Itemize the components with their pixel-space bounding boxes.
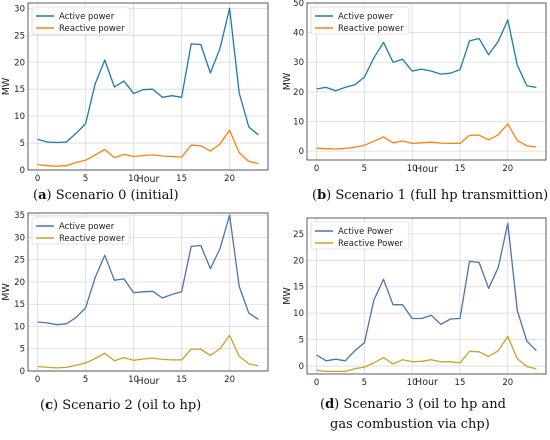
y-tick-label: 15 xyxy=(293,283,304,293)
y-tick-label: 10 xyxy=(14,112,25,122)
x-tick-label: 10 xyxy=(128,174,139,184)
axes-frame xyxy=(306,2,547,161)
y-axis-label: MW xyxy=(1,283,12,301)
y-tick-label: 30 xyxy=(14,4,25,14)
x-axis-label: Hour xyxy=(137,174,160,185)
y-axis-label: MW xyxy=(282,287,293,305)
series-line-reactive xyxy=(37,334,259,369)
caption-b: (b) Scenario 1 (full hp transmittion) xyxy=(312,188,549,203)
chart-a: 0 5 10 15 20 0 5 10 15 20 25 30 Hour MW Active power Re… xyxy=(1,2,269,185)
axes-frame xyxy=(306,217,547,375)
y-tick-label: 30 xyxy=(14,233,25,243)
x-tick-label: 5 xyxy=(362,378,367,388)
series-line-active xyxy=(37,214,259,326)
y-tick-label: 15 xyxy=(14,300,25,310)
y-tick-label: 10 xyxy=(14,322,25,332)
x-tick-label: 15 xyxy=(455,378,466,388)
x-tick-label: 20 xyxy=(224,375,235,385)
x-tick-label: 20 xyxy=(502,164,513,174)
series-line-reactive xyxy=(316,123,537,150)
x-tick-label: 20 xyxy=(502,378,513,388)
x-tick-label: 5 xyxy=(83,174,88,184)
y-tick-label: 0 xyxy=(299,147,304,157)
legend-box xyxy=(310,6,410,35)
x-tick-label: 15 xyxy=(176,174,187,184)
legend-entry: Active Power xyxy=(338,227,393,237)
y-tick-label: 50 xyxy=(293,0,304,9)
y-tick-label: 5 xyxy=(20,345,25,355)
caption-d: (d) Scenario 3 (oil to hp and xyxy=(320,397,506,412)
caption-a: (a) Scenario 0 (initial) xyxy=(33,188,179,203)
y-tick-label: 25 xyxy=(293,230,304,240)
x-tick-label: 0 xyxy=(35,174,40,184)
x-tick-label: 10 xyxy=(128,375,139,385)
series-line-reactive xyxy=(37,129,259,167)
y-tick-label: 25 xyxy=(14,256,25,266)
legend-entry: Reactive power xyxy=(59,24,125,34)
legend-box xyxy=(31,6,131,35)
y-tick-label: 10 xyxy=(293,309,304,319)
y-tick-label: 10 xyxy=(293,117,304,127)
series-line-active xyxy=(37,7,259,144)
y-tick-label: 0 xyxy=(20,166,25,176)
y-tick-label: 20 xyxy=(14,58,25,68)
y-tick-label: 0 xyxy=(299,362,304,372)
x-axis-label: Hour xyxy=(137,376,160,387)
series-line-reactive xyxy=(316,335,537,373)
x-tick-label: 0 xyxy=(314,164,319,174)
y-tick-label: 20 xyxy=(293,88,304,98)
axes-frame xyxy=(27,2,269,171)
legend-box xyxy=(310,221,410,250)
chart-c: 0 5 10 15 20 0 5 10 15 20 25 30 35 Hour MW Active power… xyxy=(1,211,269,387)
legend-entry: Reactive Power xyxy=(338,239,403,249)
x-axis-label: Hour xyxy=(415,164,438,175)
x-tick-label: 10 xyxy=(407,164,418,174)
y-tick-label: 25 xyxy=(14,31,25,41)
x-tick-label: 5 xyxy=(362,164,367,174)
legend-entry: Active power xyxy=(338,12,394,22)
y-tick-label: 5 xyxy=(299,336,304,346)
x-tick-label: 10 xyxy=(407,378,418,388)
axes-frame xyxy=(27,212,269,372)
y-tick-label: 40 xyxy=(293,29,304,39)
y-tick-label: 30 xyxy=(293,58,304,68)
legend-entry: Active power xyxy=(59,222,115,232)
x-tick-label: 0 xyxy=(35,375,40,385)
y-tick-label: 35 xyxy=(14,211,25,221)
x-tick-label: 5 xyxy=(83,375,88,385)
y-tick-label: 20 xyxy=(14,278,25,288)
caption-d-line2: gas combustion via chp) xyxy=(330,417,490,432)
x-axis-label: Hour xyxy=(415,377,438,388)
legend-entry: Reactive power xyxy=(59,234,125,244)
series-line-active xyxy=(316,19,537,92)
legend-box xyxy=(31,216,131,245)
y-axis-label: MW xyxy=(1,77,12,95)
y-tick-label: 15 xyxy=(14,85,25,95)
chart-b: 0 5 10 15 20 0 10 20 30 40 50 Hour MW Active power Rea… xyxy=(282,0,547,175)
y-tick-label: 5 xyxy=(20,139,25,149)
legend-entry: Active power xyxy=(59,12,115,22)
chart-d: 0 5 10 15 20 0 5 10 15 20 25 Hour MW Active Power Reac… xyxy=(282,217,547,388)
x-tick-label: 0 xyxy=(314,378,319,388)
x-tick-label: 20 xyxy=(224,174,235,184)
y-tick-label: 0 xyxy=(20,367,25,377)
y-tick-label: 20 xyxy=(293,256,304,266)
caption-c: (c) Scenario 2 (oil to hp) xyxy=(40,398,202,413)
x-tick-label: 15 xyxy=(455,164,466,174)
series-line-active xyxy=(316,222,537,362)
legend-entry: Reactive power xyxy=(338,24,404,34)
y-axis-label: MW xyxy=(282,72,293,90)
x-tick-label: 15 xyxy=(176,375,187,385)
